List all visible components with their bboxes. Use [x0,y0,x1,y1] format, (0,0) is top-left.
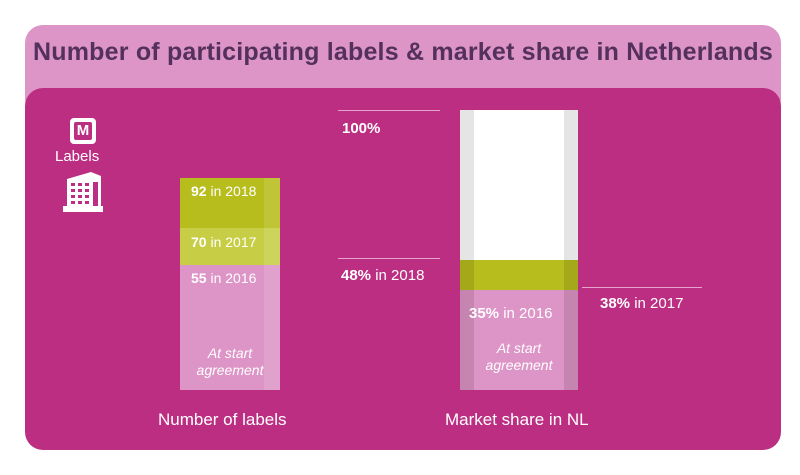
share-2017-value: 38% [600,295,631,312]
chart-title: Number of participating labels & market … [33,38,773,121]
share-2017-label: 38% in 2017 [600,295,683,312]
labels-2018-year: in 2018 [210,183,257,199]
gridline-38 [582,287,702,288]
gridline-100 [338,110,440,111]
share-2018-label: 48% in 2018 [341,267,424,284]
labels-bar-2017-segment [180,228,280,265]
share-2018-value: 48% [341,267,372,284]
legend-label: Labels [55,148,100,165]
labels-start-note: At start agreement [180,345,280,379]
share-bar-2018-segment [460,260,578,290]
labels-2017-value: 70 [191,234,207,250]
share-start-note-line1: At start [496,340,542,356]
share-start-note: At start agreement [460,340,578,374]
share-2016-year: in 2016 [503,305,553,322]
labels-legend: M Labels [52,118,112,218]
building-icon [63,172,103,212]
share-bar-empty [460,110,578,260]
labels-2016-label: 55 in 2016 [191,270,256,286]
share-2016-label: 35% in 2016 [469,305,552,322]
m-logo-letter: M [74,122,92,140]
max-share-label: 100% [342,120,381,137]
labels-start-note-line2: agreement [196,362,264,378]
labels-axis-label: Number of labels [158,410,287,429]
share-start-note-line2: agreement [485,357,553,373]
labels-2017-year: in 2017 [210,234,257,250]
share-2016-value: 35% [469,305,500,322]
share-bar-right-edge [564,110,578,390]
share-bar-left-edge [460,110,474,390]
labels-bar-2016-segment [180,265,280,390]
labels-start-note-line1: At start [207,345,253,361]
labels-2017-label: 70 in 2017 [191,234,256,250]
share-axis-label: Market share in NL [445,410,589,429]
labels-bar-2018-segment [180,178,280,228]
labels-2018-label: 92 in 2018 [191,183,256,199]
chart-panel [25,88,781,450]
labels-bar-right-shade [264,178,280,390]
share-bar-2016-segment [460,290,578,390]
labels-2018-value: 92 [191,183,207,199]
share-2018-year: in 2018 [375,267,425,284]
labels-2016-year: in 2016 [210,270,257,286]
labels-2016-value: 55 [191,270,207,286]
m-logo-icon: M [70,118,96,144]
gridline-48 [338,258,440,259]
share-2017-year: in 2017 [634,295,684,312]
